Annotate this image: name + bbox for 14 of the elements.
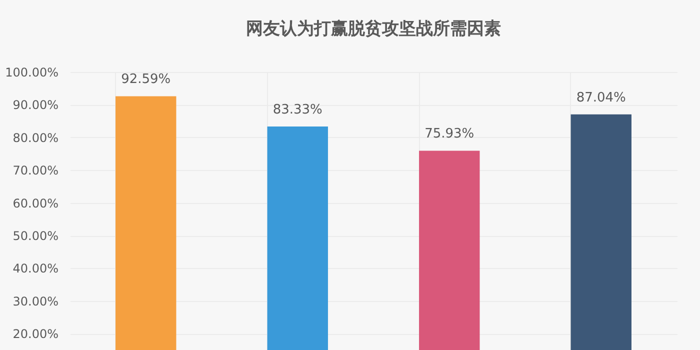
data-label: 87.04% (576, 90, 626, 106)
y-tick-label: 30.00% (12, 294, 58, 308)
chart-title: 网友认为打赢脱贫攻坚战所需因素 (246, 19, 501, 39)
data-label: 92.59% (121, 72, 171, 88)
data-label: 83.33% (272, 102, 322, 118)
y-tick-label: 40.00% (12, 262, 58, 276)
y-tick-label: 100.00% (5, 66, 58, 80)
y-tick-label: 20.00% (12, 327, 58, 342)
y-tick-label: 80.00% (12, 130, 58, 145)
data-label: 75.93% (424, 126, 474, 142)
y-tick-label: 70.00% (12, 164, 58, 178)
y-tick-label: 50.00% (12, 229, 58, 244)
y-tick-label: 90.00% (12, 98, 58, 112)
y-tick-label: 60.00% (12, 196, 58, 210)
